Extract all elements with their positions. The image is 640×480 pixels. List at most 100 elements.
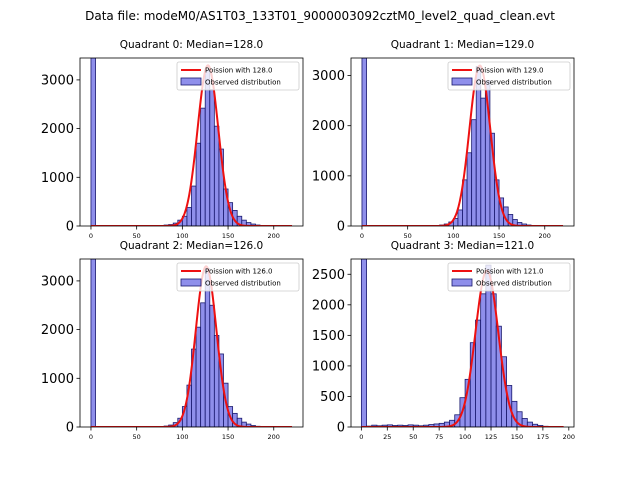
poisson-curve	[90, 64, 293, 226]
y-tick-label: 1000	[41, 372, 74, 387]
legend-box	[447, 262, 571, 292]
y-tick-label: 0	[337, 421, 345, 436]
x-tick-label: 0	[359, 433, 363, 441]
histogram-bar	[480, 293, 487, 427]
x-tick-label: 50	[404, 232, 412, 240]
legend: Poission with 128.0 Observed distribution	[176, 61, 300, 91]
axes-frame	[79, 258, 304, 428]
x-tick-label: 150	[222, 433, 234, 441]
histogram-bar	[186, 207, 192, 226]
figure-title: Data file: modeM0/AS1T03_133T01_90000030…	[85, 9, 555, 23]
legend-entry-poisson: Poission with 128.0	[205, 67, 273, 75]
histogram-bar	[195, 326, 202, 427]
legend-entry-poisson: Poission with 121.0	[476, 268, 544, 276]
subplot-quadrant-3: 0 25 50 75 100 125 150 175 200050010001500200025…	[312, 240, 575, 441]
y-tick-label: 3000	[312, 69, 345, 84]
x-tick-label: 200	[539, 232, 551, 240]
y-tick-label: 2500	[312, 268, 345, 283]
histogram-bar	[360, 259, 367, 427]
y-tick-label: 2000	[41, 323, 74, 338]
y-tick-label: 2000	[41, 122, 74, 137]
histogram-bar	[466, 152, 473, 226]
x-tick-label: 150	[511, 433, 523, 441]
subplot-title: Quadrant 3: Median=121.0	[391, 240, 534, 252]
legend-box	[447, 61, 571, 91]
legend-bar-swatch	[451, 278, 473, 287]
legend: Poission with 126.0 Observed distribution	[176, 262, 300, 292]
x-tick-label: 150	[222, 232, 234, 240]
x-tick-label: 125	[485, 433, 497, 441]
y-tick-label: 2000	[312, 298, 345, 313]
plot-area	[361, 58, 564, 226]
x-tick-label: 150	[493, 232, 505, 240]
legend-bar-swatch	[180, 77, 202, 86]
plot-area	[90, 58, 293, 226]
histogram-bar	[471, 119, 477, 226]
x-tick-label: 200	[268, 433, 280, 441]
legend-entry-observed: Observed distribution	[205, 280, 281, 288]
x-tick-label: 50	[409, 433, 417, 441]
axes-frame	[79, 57, 304, 227]
legend-entry-poisson: Poission with 129.0	[476, 67, 544, 75]
histogram-bar	[90, 259, 96, 427]
y-tick-label: 0	[66, 220, 74, 235]
x-tick-label: 100	[176, 232, 188, 240]
x-tick-label: 75	[435, 433, 443, 441]
legend-bar-swatch	[451, 77, 473, 86]
x-tick-label: 200	[268, 232, 280, 240]
x-tick-label: 0	[360, 232, 364, 240]
subplot-title: Quadrant 1: Median=129.0	[391, 39, 534, 51]
subplot-title: Quadrant 0: Median=128.0	[120, 39, 263, 51]
histogram-bar	[475, 319, 482, 427]
histogram-bar	[480, 97, 486, 226]
histogram-bar	[200, 302, 206, 427]
x-tick-label: 200	[563, 433, 575, 441]
histogram-bar	[213, 125, 220, 226]
histogram-bar	[457, 209, 463, 226]
legend-box	[176, 262, 300, 292]
y-tick-label: 1000	[312, 169, 345, 184]
histogram-bar	[200, 107, 206, 226]
x-tick-label: 175	[537, 433, 549, 441]
y-tick-label: 0	[66, 421, 74, 436]
histogram-bar	[209, 89, 215, 226]
x-tick-label: 100	[447, 232, 459, 240]
histogram-bar	[361, 58, 367, 226]
x-tick-label: 50	[133, 232, 141, 240]
legend: Poission with 129.0 Observed distribution	[447, 61, 571, 91]
histogram-bar	[90, 58, 96, 226]
y-tick-label: 1000	[41, 171, 74, 186]
x-tick-label: 0	[89, 433, 93, 441]
x-tick-label: 100	[176, 433, 188, 441]
y-tick-label: 2000	[312, 119, 345, 134]
y-tick-label: 1000	[312, 359, 345, 374]
legend-entry-observed: Observed distribution	[476, 280, 552, 288]
legend-entry-observed: Observed distribution	[205, 79, 281, 87]
axes-frame	[350, 258, 575, 428]
histogram-bar	[195, 142, 202, 226]
histogram-bar	[191, 185, 197, 226]
legend-bar-swatch	[180, 278, 202, 287]
x-tick-label: 50	[133, 433, 141, 441]
subplot-title: Quadrant 2: Median=126.0	[120, 240, 263, 252]
y-tick-label: 0	[337, 220, 345, 235]
poisson-curve	[361, 64, 564, 226]
plot-area	[90, 259, 293, 427]
histogram-bar	[209, 304, 215, 427]
axes-frame	[350, 57, 575, 227]
histogram-bar	[475, 66, 482, 226]
x-tick-label: 100	[459, 433, 471, 441]
poisson-curve	[90, 265, 293, 427]
x-tick-label: 0	[89, 232, 93, 240]
legend-box	[176, 61, 300, 91]
histogram-bar	[204, 69, 211, 226]
y-tick-label: 500	[320, 390, 345, 405]
legend-entry-poisson: Poission with 126.0	[205, 268, 273, 276]
plot-area	[360, 259, 564, 427]
legend: Poission with 121.0 Observed distribution	[447, 262, 571, 292]
y-tick-label: 3000	[41, 274, 74, 289]
